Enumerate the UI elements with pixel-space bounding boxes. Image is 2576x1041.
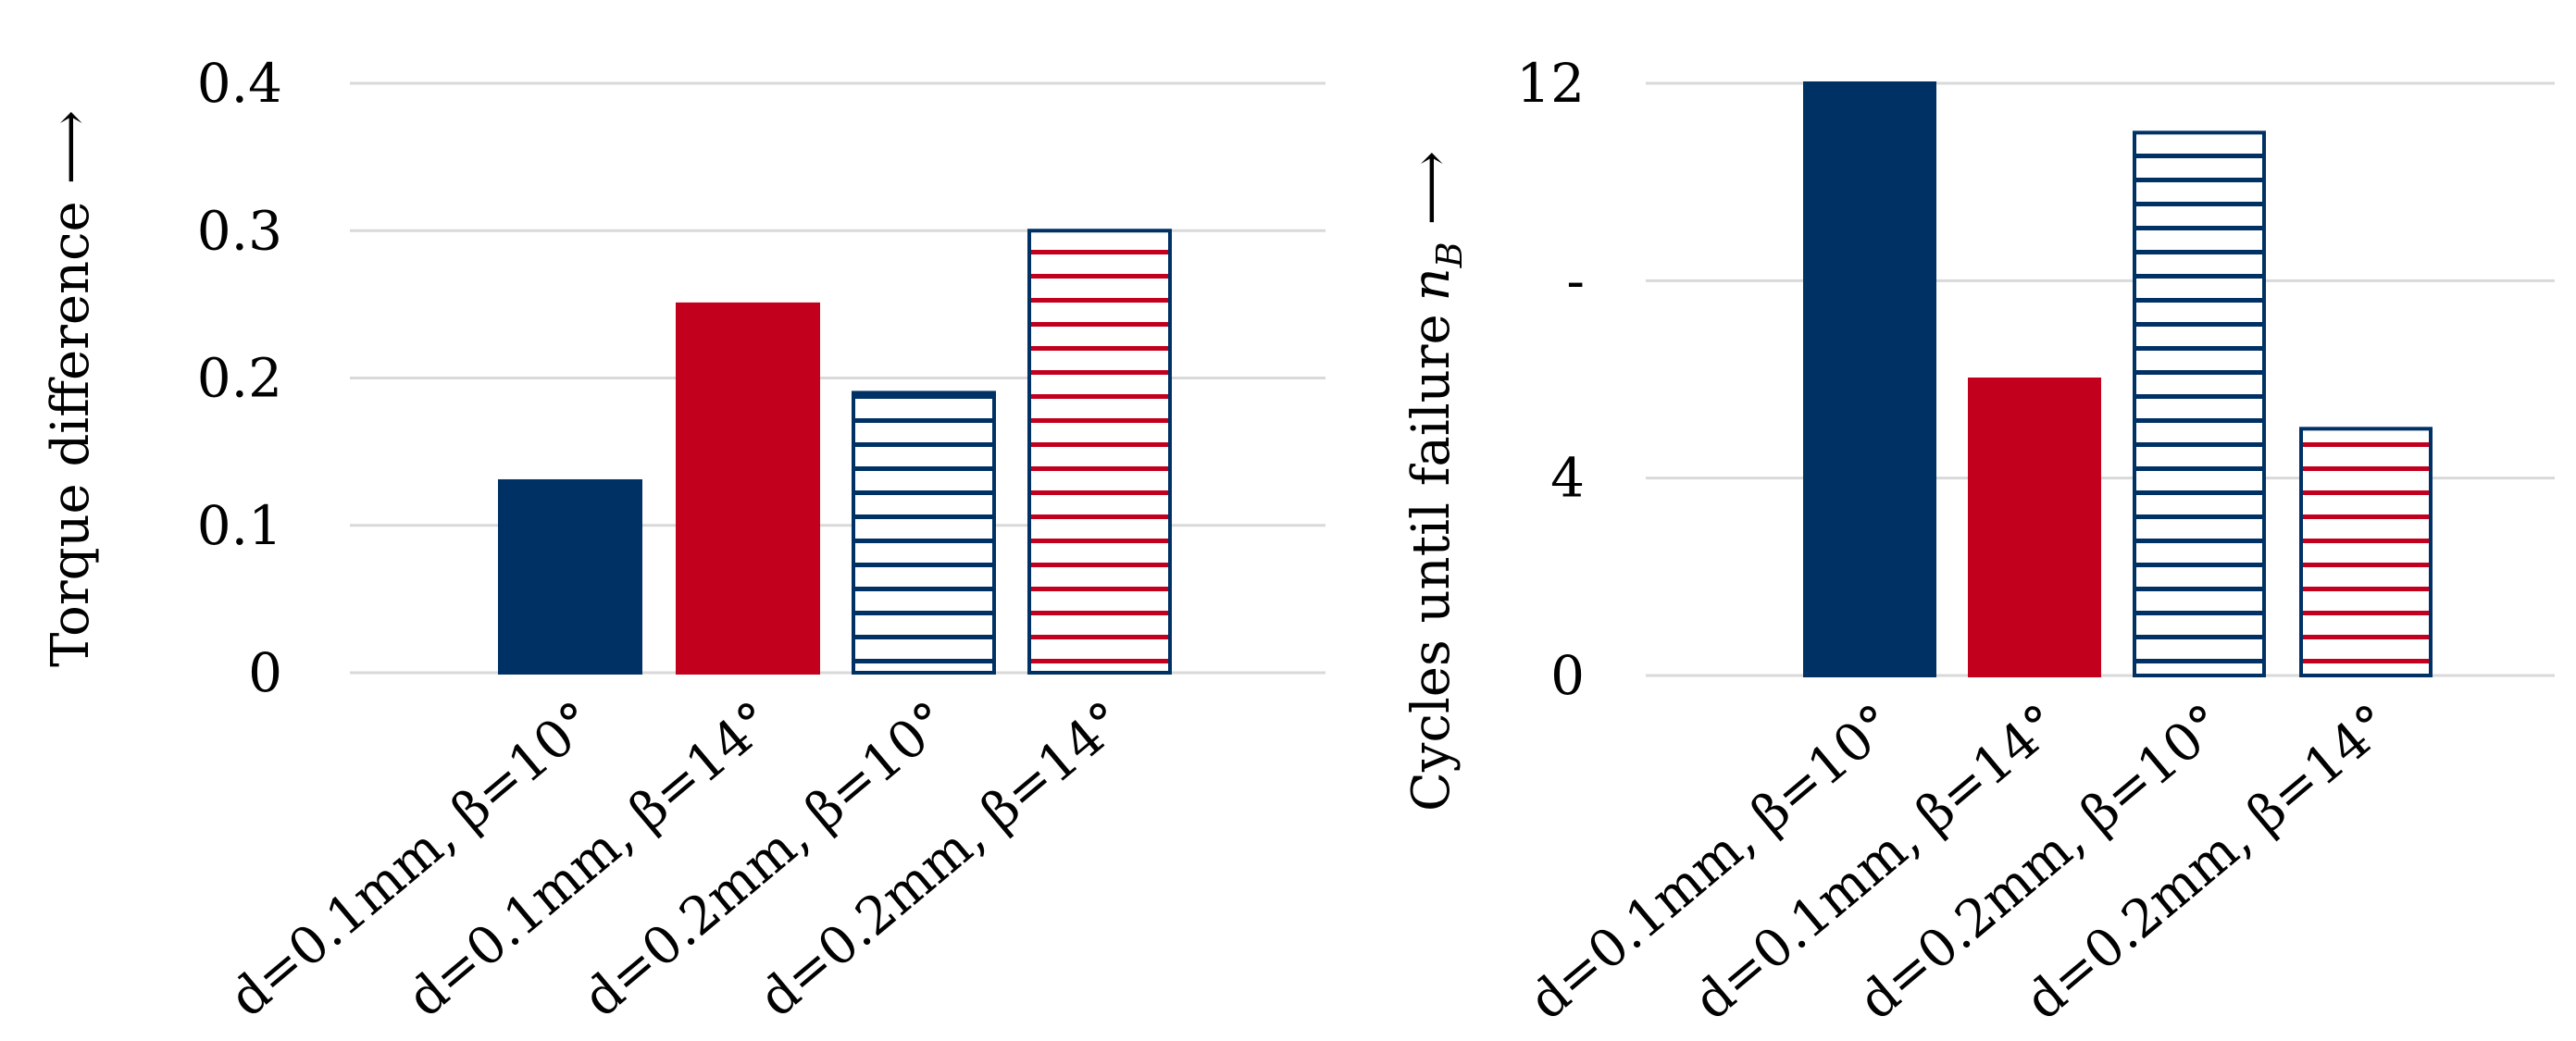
gridlines bbox=[350, 81, 1325, 675]
chart-torque-difference: Torque difference⟶ 0 0.1 0.2 0.3 0.4 d=0.1mm… bbox=[41, 52, 1325, 1029]
bar bbox=[1968, 378, 2101, 677]
y-tick-label: 0 bbox=[1550, 644, 1585, 707]
y-tick-label: 4 bbox=[1550, 447, 1585, 510]
y-tick-label: 0.3 bbox=[197, 199, 282, 262]
y-tick-label: 0.2 bbox=[197, 347, 282, 410]
chart-cycles-until-failure: Cycles until failurenB⟶ 0 4 - 12 d=0.1mm, β… bbox=[1401, 52, 2555, 1032]
bar bbox=[2299, 427, 2433, 677]
bar bbox=[1027, 229, 1172, 675]
x-tick-labels: d=0.1mm, β=10°d=0.1mm, β=14°d=0.2mm, β=1… bbox=[1518, 693, 2402, 1032]
bar bbox=[1803, 81, 1936, 677]
y-tick-label: 0.1 bbox=[197, 494, 282, 557]
y-axis-label-group: Torque difference⟶ bbox=[41, 110, 101, 667]
y-tick-labels: 0 0.1 0.2 0.3 0.4 bbox=[197, 52, 282, 704]
bar bbox=[852, 390, 996, 675]
y-tick-label: 0.4 bbox=[197, 52, 282, 115]
bar bbox=[498, 478, 642, 675]
bar bbox=[676, 302, 820, 675]
bars bbox=[1803, 81, 2433, 678]
y-axis-label-group: Cycles until failurenB⟶ bbox=[1401, 151, 1470, 812]
y-tick-label: - bbox=[1566, 249, 1585, 312]
x-tick-labels: d=0.1mm, β=10°d=0.1mm, β=14°d=0.2mm, β=1… bbox=[218, 690, 1136, 1029]
y-tick-labels: 0 4 - 12 bbox=[1516, 52, 1585, 707]
y-tick-label: 12 bbox=[1516, 52, 1585, 115]
y-axis-label: Torque difference⟶ bbox=[41, 110, 101, 667]
y-tick-label: 0 bbox=[248, 641, 282, 704]
bar bbox=[2133, 130, 2266, 678]
y-axis-label: Cycles until failurenB⟶ bbox=[1401, 151, 1470, 812]
bars bbox=[498, 229, 1172, 675]
